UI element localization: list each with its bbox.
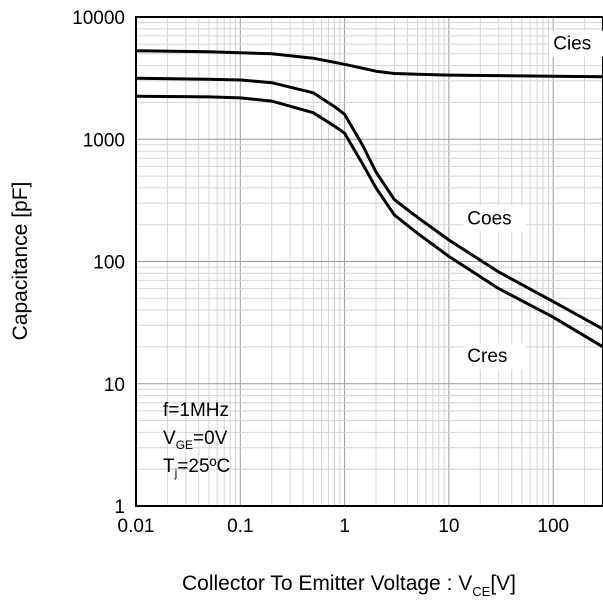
annotation-frequency: f=1MHz (163, 400, 229, 421)
test-conditions-annotation: f=1MHz VGE=0V Tj=25ºC (163, 400, 230, 480)
y-tick-label: 10 (104, 375, 125, 396)
series-labels: Cies Coes Cres (463, 30, 603, 370)
series-label-bg (463, 205, 526, 232)
annotation-gate-voltage-tail: =0V (193, 428, 228, 449)
y-tick-label: 1000 (83, 130, 125, 151)
series-label-cres: Cres (467, 346, 507, 367)
tick-labels: 0.01 0.1 1 10 100 1 10 100 1000 10000 (72, 8, 569, 537)
series-label-cies: Cies (553, 34, 591, 55)
y-tick-label: 100 (93, 253, 125, 274)
x-axis-label-main: Collector To Emitter Voltage : V (182, 572, 472, 595)
y-tick-label: 1 (114, 497, 125, 518)
x-axis-label: Collector To Emitter Voltage : VCE[V] (182, 572, 516, 599)
annotation-junction-temp: Tj=25ºC (163, 456, 230, 480)
annotation-gate-voltage: VGE=0V (163, 428, 228, 452)
x-tick-label: 0.01 (118, 516, 155, 537)
x-axis-label-sub: CE (472, 584, 490, 599)
y-tick-label: 10000 (72, 8, 125, 29)
curve-cies (135, 49, 603, 79)
x-tick-label: 1 (339, 516, 350, 537)
annotation-junction-temp-sub: j (174, 466, 178, 480)
series-label-coes: Coes (467, 209, 511, 230)
x-tick-label: 10 (438, 516, 459, 537)
plot-frame (135, 16, 603, 507)
series-label-bg (549, 30, 603, 57)
y-axis-label: Capacitance [pF] (9, 182, 32, 341)
annotation-junction-temp-main: T (163, 456, 175, 477)
curves (135, 49, 603, 349)
x-tick-label: 0.1 (227, 516, 253, 537)
annotation-junction-temp-tail: =25ºC (177, 456, 230, 477)
curve-coes (135, 76, 603, 331)
x-tick-label: 100 (537, 516, 569, 537)
series-label-bg (463, 343, 526, 370)
annotation-gate-voltage-sub: GE (176, 438, 193, 452)
annotation-gate-voltage-main: V (163, 428, 176, 449)
x-axis-label-tail: [V] (490, 572, 516, 595)
curve-cres (135, 94, 603, 349)
